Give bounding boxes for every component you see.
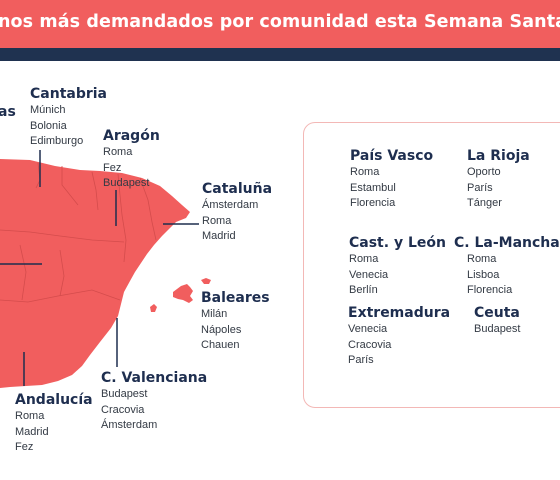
city-item: París xyxy=(467,181,493,194)
mallorca-shape xyxy=(173,284,193,303)
city-item: Budapest xyxy=(103,177,150,190)
region-name: C. Valenciana xyxy=(101,370,208,386)
box-region-extremadura: Extremadura Venecia Cracovia París xyxy=(348,305,450,369)
city-item: Venecia xyxy=(349,268,389,281)
city-item: Florencia xyxy=(350,197,396,210)
city-item: Chauen xyxy=(201,339,240,352)
spain-map xyxy=(0,150,211,388)
city-item: Oporto xyxy=(467,166,501,178)
city-item: Roma xyxy=(467,253,497,265)
box-region-la-rioja: La Rioja Oporto París Tánger xyxy=(467,148,530,212)
city-item: Madrid xyxy=(15,425,49,438)
city-item: Cracovia xyxy=(348,338,392,351)
city-item: Fez xyxy=(103,161,122,174)
region-name: as xyxy=(0,104,16,120)
city-item: Roma xyxy=(350,166,380,178)
peninsula-shape xyxy=(0,159,190,388)
box-region-cast-y-leon: Cast. y León Roma Venecia Berlín xyxy=(349,235,446,299)
other-regions-box xyxy=(303,122,560,408)
region-name: Andalucía xyxy=(15,392,93,408)
city-item: Milán xyxy=(201,308,228,320)
region-name: Cataluña xyxy=(202,181,273,197)
box-region-ceuta: Ceuta Budapest xyxy=(474,305,520,338)
map-region-andalucia: Andalucía Roma Madrid Fez xyxy=(15,392,93,456)
region-name: Cantabria xyxy=(30,86,107,102)
leader-lines xyxy=(0,150,199,386)
ibiza-shape xyxy=(150,304,157,312)
city-item: Nápoles xyxy=(201,323,242,336)
box-region-pais-vasco: País Vasco Roma Estambul Florencia xyxy=(350,148,433,212)
city-item: Bolonia xyxy=(30,119,67,132)
map-region-baleares: Baleares Milán Nápoles Chauen xyxy=(201,290,270,354)
city-item: Fez xyxy=(15,441,34,454)
header-underline-bar xyxy=(0,48,560,61)
city-item: Florencia xyxy=(467,284,513,297)
map-region-c-valenciana: C. Valenciana Budapest Cracovia Ámsterda… xyxy=(101,370,207,434)
city-item: Roma xyxy=(202,214,232,227)
region-name: Aragón xyxy=(103,128,160,144)
city-item: Cracovia xyxy=(101,403,145,416)
region-name: Extremadura xyxy=(348,305,451,321)
region-name: Cast. y León xyxy=(349,235,446,251)
region-name: País Vasco xyxy=(350,148,434,164)
region-borders xyxy=(0,162,157,303)
city-item: Múnich xyxy=(30,104,66,116)
city-item: París xyxy=(348,354,374,367)
box-region-c-la-mancha: C. La-Mancha Roma Lisboa Florencia xyxy=(454,235,560,299)
map-region-as: as xyxy=(0,104,16,121)
region-name: La Rioja xyxy=(467,148,530,164)
map-region-cantabria: Cantabria Múnich Bolonia Edimburgo xyxy=(30,86,107,150)
map-region-aragon: Aragón Roma Fez Budapest xyxy=(103,128,160,192)
city-item: Budapest xyxy=(474,323,521,335)
city-item: Budapest xyxy=(101,388,148,400)
page-title: nos más demandados por comunidad esta Se… xyxy=(0,12,560,32)
city-item: Roma xyxy=(103,146,133,158)
city-item: Madrid xyxy=(202,230,236,243)
city-item: Ámsterdam xyxy=(202,199,259,211)
region-name: Ceuta xyxy=(474,305,520,321)
city-item: Roma xyxy=(349,253,379,265)
city-item: Estambul xyxy=(350,181,396,194)
city-item: Venecia xyxy=(348,323,388,335)
city-item: Edimburgo xyxy=(30,135,84,148)
region-name: Baleares xyxy=(201,290,270,306)
city-item: Lisboa xyxy=(467,268,500,281)
header-banner: nos más demandados por comunidad esta Se… xyxy=(0,0,560,48)
menorca-shape xyxy=(201,278,211,284)
city-item: Ámsterdam xyxy=(101,419,158,432)
map-region-cataluna: Cataluña Ámsterdam Roma Madrid xyxy=(202,181,272,245)
city-item: Tánger xyxy=(467,197,502,210)
region-name: C. La-Mancha xyxy=(454,235,560,251)
city-item: Berlín xyxy=(349,284,378,297)
city-item: Roma xyxy=(15,410,45,422)
